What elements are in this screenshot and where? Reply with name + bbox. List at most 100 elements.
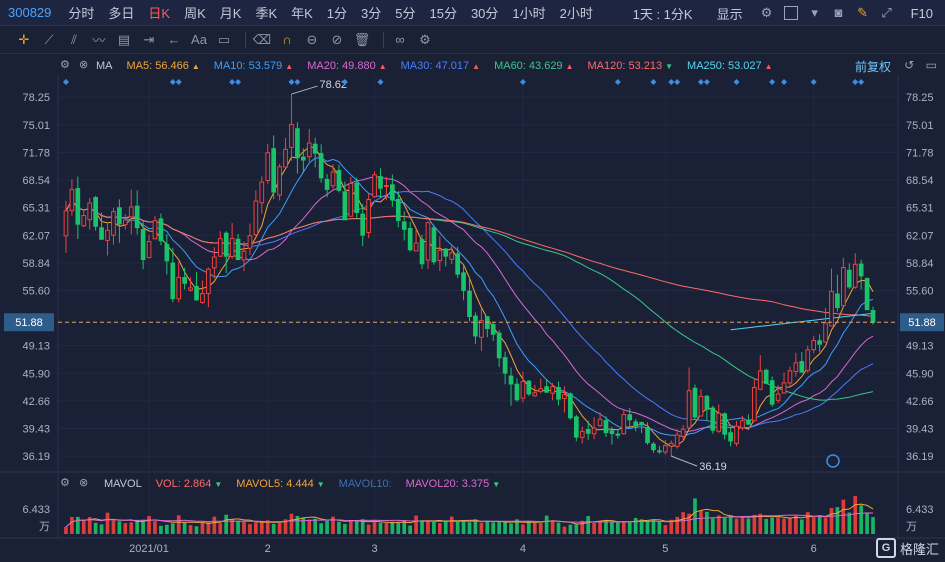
volume-bar bbox=[556, 522, 561, 534]
ma-settings-icon[interactable]: ⚙ bbox=[60, 59, 70, 71]
hide-icon[interactable]: ⊘ bbox=[331, 31, 343, 47]
tab-3min[interactable]: 3分 bbox=[361, 6, 382, 21]
volume-bar bbox=[847, 512, 852, 534]
tab-2hour[interactable]: 2小时 bbox=[559, 6, 593, 21]
drawing-toolbar: ✛ ⟋ ⫽ 〰 ▤ ⇥ ← Aa ▭ ⌫ ∩ ⊖ ⊘ 🗑 ∞ ⚙ bbox=[0, 26, 945, 54]
candle-body bbox=[544, 386, 549, 393]
volume-bar bbox=[354, 520, 359, 534]
bars-tool-icon[interactable]: ▤ bbox=[117, 31, 131, 47]
candle-body bbox=[698, 395, 704, 417]
volume-bar bbox=[426, 521, 430, 534]
tab-multiday[interactable]: 多日 bbox=[108, 6, 135, 21]
ma-close-icon[interactable]: ⊗ bbox=[78, 59, 89, 71]
vol-close-icon[interactable]: ⊗ bbox=[78, 477, 89, 489]
volume-bar bbox=[568, 524, 573, 534]
ma-indicator-name[interactable]: MA bbox=[96, 60, 113, 72]
lock-icon[interactable]: ⊖ bbox=[306, 31, 318, 47]
restore-icon[interactable]: ▭ bbox=[925, 58, 937, 72]
magnet-icon[interactable]: ∩ bbox=[282, 32, 292, 47]
tab-intraday[interactable]: 分时 bbox=[68, 6, 95, 21]
ma-tools: ⚙ ⊗ bbox=[60, 58, 94, 71]
interval-select[interactable]: 1天 : 1分K bbox=[632, 6, 693, 22]
adjust-mode-button[interactable]: 前复权 bbox=[854, 60, 891, 74]
layout-checkbox[interactable] bbox=[783, 6, 798, 20]
volume-bar bbox=[135, 520, 140, 534]
candle-body bbox=[645, 426, 650, 444]
event-marker bbox=[650, 79, 657, 85]
display-select[interactable]: 显示 bbox=[716, 6, 743, 22]
tab-weekly-k[interactable]: 周K bbox=[184, 6, 206, 21]
volume-bar bbox=[182, 521, 187, 534]
tab-15min[interactable]: 15分 bbox=[429, 6, 457, 21]
candle-body bbox=[229, 238, 235, 257]
tab-monthly-k[interactable]: 月K bbox=[219, 6, 242, 21]
tab-yearly-k[interactable]: 年K bbox=[291, 6, 313, 21]
candle-body bbox=[87, 202, 93, 221]
fullscreen-icon[interactable]: ⤢ bbox=[881, 5, 892, 20]
price-tick-left: 39.43 bbox=[22, 423, 50, 435]
comment-tool-icon[interactable]: ▭ bbox=[217, 31, 231, 47]
ma250-label: MA250: 53.027 ▲ bbox=[687, 60, 773, 72]
stock-code[interactable]: 300829 bbox=[8, 5, 52, 20]
candle-body bbox=[740, 420, 745, 429]
price-tick-left: 36.19 bbox=[22, 451, 50, 463]
candle-body bbox=[585, 429, 591, 434]
volume-bar bbox=[859, 505, 864, 534]
tab-quarterly-k[interactable]: 季K bbox=[255, 6, 278, 21]
eraser-icon[interactable]: ⌫ bbox=[252, 31, 272, 47]
arrow-tool-icon[interactable]: ← bbox=[167, 32, 181, 47]
tab-1min[interactable]: 1分 bbox=[326, 6, 348, 21]
candle-body bbox=[235, 238, 241, 261]
price-tick-right: 42.66 bbox=[906, 396, 934, 408]
volume-bar bbox=[81, 520, 86, 534]
text-tool[interactable]: Aa bbox=[191, 32, 207, 47]
volume-bar bbox=[788, 517, 792, 534]
vol-settings-icon[interactable]: ⚙ bbox=[60, 477, 70, 489]
volume-bar bbox=[805, 512, 810, 534]
volume-bar bbox=[123, 523, 128, 534]
channel-tool-icon[interactable]: ⫽ bbox=[71, 31, 77, 47]
volume-bar bbox=[325, 520, 329, 534]
volume-bar bbox=[337, 521, 341, 534]
volume-bar bbox=[633, 517, 638, 534]
pencil-icon[interactable]: ✎ bbox=[857, 5, 869, 20]
range-tool-icon[interactable]: ⇥ bbox=[143, 31, 155, 47]
price-tick-left: 62.07 bbox=[22, 230, 50, 242]
tab-1hour[interactable]: 1小时 bbox=[512, 6, 546, 21]
event-marker bbox=[294, 79, 301, 85]
trash-icon[interactable]: 🗑 bbox=[353, 31, 371, 47]
candle-body bbox=[621, 414, 627, 435]
crosshair-icon[interactable]: ✛ bbox=[18, 31, 30, 47]
line-tool-icon[interactable]: ⟋ bbox=[44, 31, 54, 47]
undo-icon[interactable]: ↺ bbox=[904, 58, 915, 72]
volume-bar bbox=[271, 523, 276, 534]
gear-icon[interactable]: ⚙ bbox=[419, 31, 431, 47]
vol-legend: MAVOL VOL: 2.864 ▼ MAVOL5: 4.444 ▼ MAVOL10… bbox=[0, 474, 945, 494]
candle-body bbox=[722, 413, 728, 435]
tab-5min[interactable]: 5分 bbox=[395, 6, 416, 21]
ma120-label: MA120: 53.213 ▼ bbox=[587, 60, 674, 72]
event-marker bbox=[703, 79, 710, 85]
candle-body bbox=[128, 206, 134, 218]
volume-bar bbox=[722, 517, 727, 534]
settings-icon[interactable]: ⚙ bbox=[760, 5, 773, 20]
candle-body bbox=[597, 418, 603, 427]
candle-body bbox=[407, 228, 413, 251]
tab-30min[interactable]: 30分 bbox=[470, 6, 499, 21]
candle-body bbox=[134, 205, 140, 229]
f10-button[interactable]: F10 bbox=[910, 5, 933, 21]
candle-body bbox=[864, 278, 870, 311]
camera-icon[interactable]: ◙ bbox=[834, 5, 843, 20]
candle-body bbox=[81, 214, 87, 227]
tab-daily-k[interactable]: 日K bbox=[148, 6, 171, 21]
vol-indicator-name[interactable]: MAVOL bbox=[104, 478, 142, 490]
price-tick-left: 68.54 bbox=[22, 175, 50, 187]
volume-bar bbox=[669, 519, 674, 534]
candle-body bbox=[627, 414, 633, 421]
event-marker bbox=[229, 79, 236, 85]
link-icon[interactable]: ∞ bbox=[395, 32, 405, 47]
candle-body bbox=[562, 394, 567, 400]
wave-tool-icon[interactable]: 〰 bbox=[92, 33, 106, 48]
chevron-down-icon[interactable]: ▾ bbox=[811, 5, 818, 20]
